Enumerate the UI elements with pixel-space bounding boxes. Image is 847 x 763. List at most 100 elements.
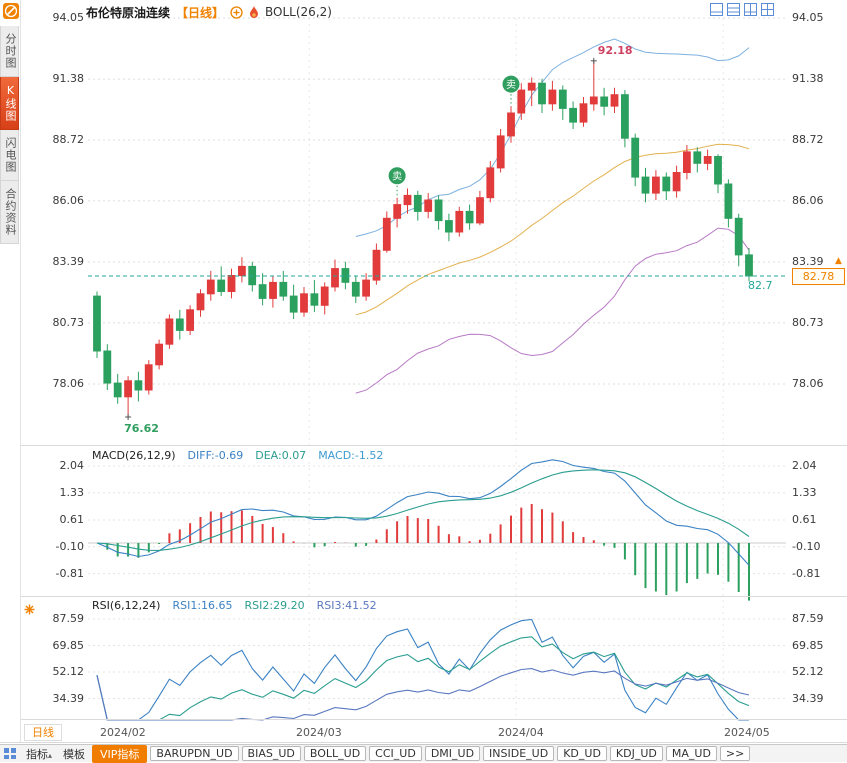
axis-label: 34.39	[792, 691, 824, 705]
sidebar-divider	[20, 0, 21, 743]
axis-label: 94.05	[792, 11, 824, 24]
toolbar-item-cci-ud[interactable]: CCI_UD	[369, 746, 422, 761]
svg-text:92.18: 92.18	[598, 44, 633, 57]
svg-text:卖: 卖	[392, 170, 402, 182]
axis-label: 52.12	[792, 665, 824, 679]
toolbar-item-kd-ud[interactable]: KD_UD	[557, 746, 607, 761]
axis-label: 0.61	[792, 512, 817, 526]
axis-label: 87.59	[792, 612, 824, 625]
macd-histogram	[106, 504, 750, 601]
layout-single-icon[interactable]	[710, 3, 723, 16]
indicator-settings-star-icon[interactable]	[24, 600, 35, 619]
sidebar-item-timeline[interactable]: 分时图	[0, 26, 19, 77]
toolbar-item-ma-ud[interactable]: MA_UD	[665, 746, 717, 761]
axis-label: -0.10	[55, 539, 84, 553]
sell-marker: 卖	[387, 166, 407, 196]
rsi-title: RSI(6,12,24)	[92, 599, 161, 612]
layout-grid-icon[interactable]	[761, 3, 774, 16]
period-selector[interactable]: 日线	[24, 724, 62, 741]
toolbar-item-barupdn-ud[interactable]: BARUPDN_UD	[150, 746, 239, 761]
axis-label: 34.39	[52, 691, 85, 705]
toolbar-item-vip指标[interactable]: VIP指标	[92, 744, 148, 763]
rsi-header: RSI(6,12,24) RSI1:16.65 RSI2:29.20 RSI3:…	[92, 599, 377, 612]
panel-divider	[21, 445, 847, 446]
hot-icon[interactable]	[249, 5, 259, 19]
x-axis-label: 2024/03	[296, 726, 342, 739]
axis-label: 78.06	[792, 377, 824, 390]
x-axis-label: 2024/02	[100, 726, 146, 739]
overlay-indicator-label: BOLL(26,2)	[265, 5, 332, 19]
axis-label: 80.73	[52, 315, 85, 329]
panel-divider	[21, 719, 847, 720]
axis-label: 78.06	[52, 377, 85, 390]
x-axis-label: 2024/05	[724, 726, 770, 739]
axis-label: 2.04	[792, 458, 817, 472]
macd-header: MACD(26,12,9) DIFF:-0.69 DEA:0.07 MACD:-…	[92, 449, 384, 462]
indicator-list-icon[interactable]	[3, 747, 17, 760]
axis-label: 83.39	[52, 255, 85, 268]
panel-divider	[0, 742, 847, 743]
toolbar-item-kdj-ud[interactable]: KDJ_UD	[609, 746, 663, 761]
axis-label: 91.38	[52, 72, 85, 86]
sidebar-item-flash[interactable]: 闪电图	[0, 130, 19, 181]
toolbar-item-boll-ud[interactable]: BOLL_UD	[303, 746, 367, 761]
axis-label: 86.06	[52, 193, 85, 207]
current-price-box: 82.78	[792, 268, 845, 285]
app-logo-icon[interactable]	[2, 2, 20, 24]
period-tag: 【日线】	[176, 5, 225, 20]
panel-divider	[21, 596, 847, 597]
sidebar: 分时图 K线图 闪电图 合约资料	[0, 26, 19, 244]
current-price-axis-label: 82.7	[748, 279, 773, 292]
axis-label: 52.12	[52, 665, 85, 679]
axis-label: 91.38	[792, 72, 824, 86]
layout-icon-group	[710, 3, 774, 16]
svg-text:76.62: 76.62	[124, 422, 159, 435]
symbol-title: 布伦特原油连续	[86, 5, 171, 20]
axis-label: 83.39	[792, 255, 824, 268]
layout-split-icon[interactable]	[744, 3, 757, 16]
low-annotation: 76.62	[124, 414, 159, 435]
toolbar-item-bias-ud[interactable]: BIAS_UD	[241, 746, 301, 761]
macd-value: MACD:-1.52	[318, 449, 384, 462]
axis-label: 87.59	[52, 612, 85, 625]
svg-text:卖: 卖	[506, 79, 516, 91]
price-up-arrow-icon: ▲	[835, 256, 842, 266]
axis-label: 0.61	[59, 512, 85, 526]
axis-label: 69.85	[792, 638, 824, 652]
axis-label: 86.06	[792, 193, 824, 207]
axis-label: -0.81	[792, 566, 821, 580]
toolbar-item-inside-ud[interactable]: INSIDE_UD	[483, 746, 555, 761]
macd-diff-value: DIFF:-0.69	[187, 449, 244, 462]
toolbar-item-指标[interactable]: 指标▴	[26, 747, 53, 761]
bottom-toolbar: 指标▴ 模板 VIP指标 BARUPDN_UD BIAS_UD BOLL_UD CCI_UD…	[0, 744, 847, 763]
axis-label: 2.04	[59, 458, 85, 472]
layout-rows-icon[interactable]	[727, 3, 740, 16]
rsi2-value: RSI2:29.20	[244, 599, 305, 612]
chart-header: 布伦特原油连续 【日线】 BOLL(26,2)	[86, 3, 332, 21]
axis-label: 88.72	[52, 133, 85, 146]
toolbar-item-dmi-ud[interactable]: DMI_UD	[424, 746, 481, 761]
toolbar-item-模板[interactable]: 模板	[63, 747, 86, 761]
axis-label: 88.72	[792, 133, 824, 146]
axis-label: 1.33	[59, 485, 85, 499]
x-axis-label: 2024/04	[498, 726, 544, 739]
high-annotation: 92.18	[590, 44, 633, 64]
axis-label: 94.05	[52, 11, 85, 24]
macd-title: MACD(26,12,9)	[92, 449, 176, 462]
add-indicator-icon[interactable]	[230, 5, 243, 19]
sidebar-item-contract-info[interactable]: 合约资料	[0, 181, 19, 244]
candlestick-series	[93, 60, 753, 417]
toolbar-item--[interactable]: >>	[719, 746, 751, 761]
sell-marker: 卖	[501, 74, 521, 105]
rsi-lines	[96, 618, 750, 721]
axis-label: 80.73	[792, 315, 824, 329]
axis-label: 1.33	[792, 485, 817, 499]
macd-lines	[96, 459, 750, 566]
rsi3-value: RSI3:41.52	[316, 599, 377, 612]
macd-dea-value: DEA:0.07	[255, 449, 307, 462]
sidebar-item-kline[interactable]: K线图	[0, 77, 19, 130]
axis-label: 69.85	[52, 638, 85, 652]
axis-label: -0.81	[55, 566, 84, 580]
rsi1-value: RSI1:16.65	[172, 599, 233, 612]
